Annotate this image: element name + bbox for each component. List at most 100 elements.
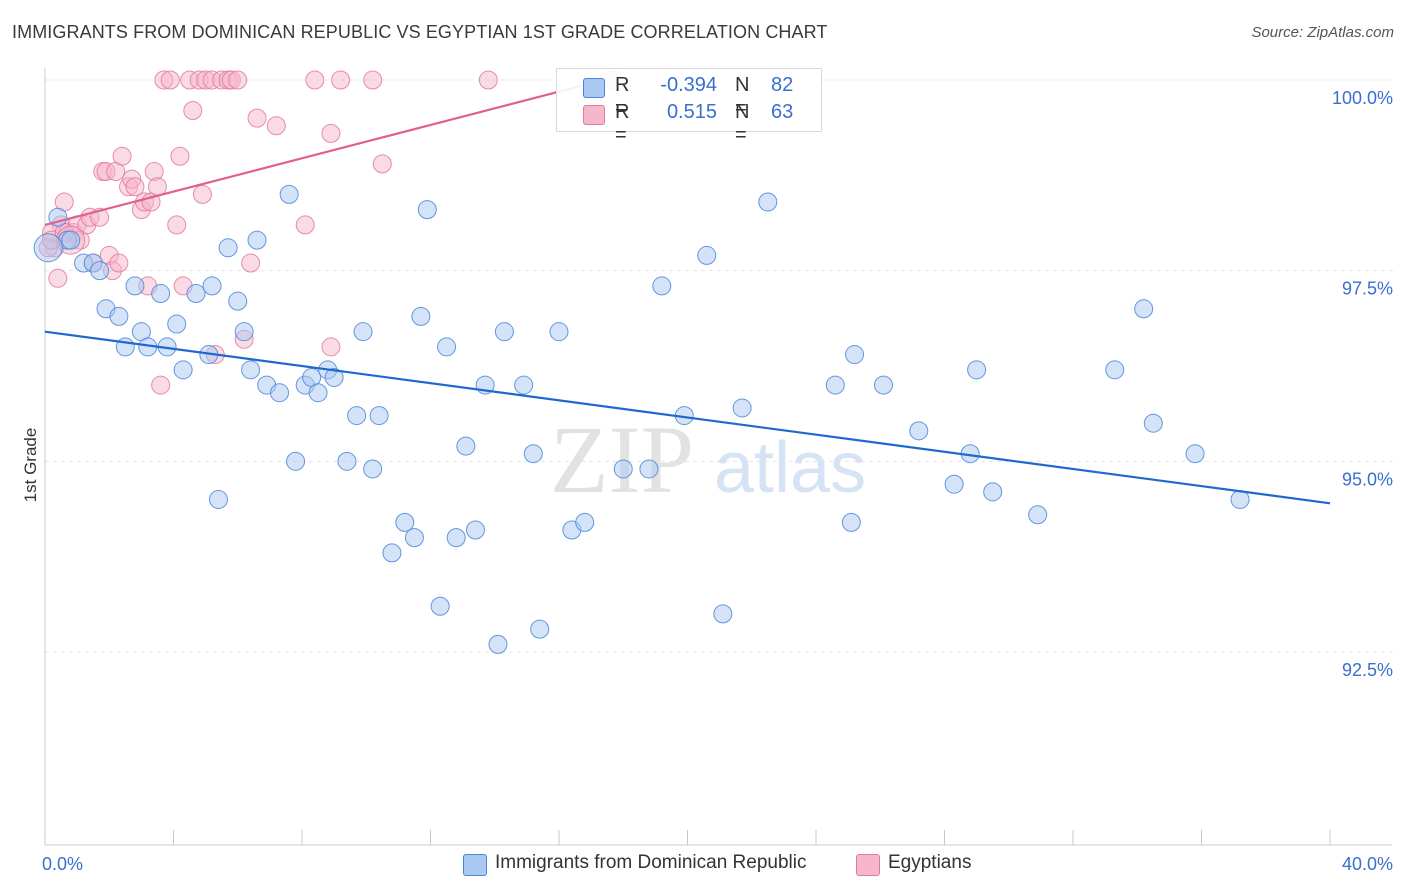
egyptians-trend-line <box>44 78 605 226</box>
dominican-point <box>241 360 261 380</box>
dominican-point <box>1185 444 1205 464</box>
dominican-point <box>208 489 228 509</box>
dominican-point <box>758 192 778 212</box>
dominican-point <box>395 512 415 532</box>
legend-label-dominican: Immigrants from Dominican Republic <box>495 852 807 873</box>
dominican-point <box>61 230 81 250</box>
dominican-point <box>465 520 485 540</box>
dominican-point <box>697 245 717 265</box>
source-credit: Source: ZipAtlas.com <box>1251 24 1394 41</box>
dominican-point <box>90 261 110 281</box>
dominican-point <box>944 474 964 494</box>
series-legend: Immigrants from Dominican Republic Egypt… <box>0 852 1406 878</box>
egyptians-point <box>241 253 261 273</box>
egyptians-point <box>363 70 383 90</box>
dominican-point <box>363 459 383 479</box>
dominican-point <box>549 322 569 342</box>
egyptians-point <box>125 177 145 197</box>
dominican-point <box>286 451 306 471</box>
dominican-point <box>575 512 595 532</box>
legend-r-label: R = <box>615 101 630 146</box>
dominican-point <box>337 451 357 471</box>
egyptians-point <box>160 70 180 90</box>
dominican-point <box>202 276 222 296</box>
dominican-point <box>514 375 534 395</box>
dominican-point <box>125 276 145 296</box>
dominican-point <box>967 360 987 380</box>
dominican-point <box>247 230 267 250</box>
legend-r-value-pink: 0.515 <box>666 101 717 123</box>
dominican-point <box>347 406 367 426</box>
egyptians-point <box>321 337 341 357</box>
dominican-point <box>1028 505 1048 525</box>
dominican-point <box>983 482 1003 502</box>
egyptians-point <box>192 184 212 204</box>
dominican-point <box>1134 299 1154 319</box>
watermark: ZIP atlas <box>550 406 866 513</box>
egyptians-point <box>167 215 187 235</box>
egyptians-point <box>478 70 498 90</box>
dominican-point <box>411 306 431 326</box>
dominican-point <box>430 596 450 616</box>
dominican-point <box>234 322 254 342</box>
egyptians-point <box>305 70 325 90</box>
dominican-point <box>270 383 290 403</box>
dominican-point <box>873 375 893 395</box>
watermark-atlas: atlas <box>714 428 866 508</box>
dominican-point <box>825 375 845 395</box>
legend-r-label: R = <box>615 74 630 119</box>
egyptians-point <box>170 146 190 166</box>
dominican-point <box>186 284 206 304</box>
dominican-points <box>33 184 1250 654</box>
dominican-point <box>909 421 929 441</box>
dominican-point <box>1143 413 1163 433</box>
egyptians-point <box>372 154 392 174</box>
legend-n-value-blue: 82 <box>771 74 794 96</box>
dominican-point <box>308 383 328 403</box>
dominican-point <box>613 459 633 479</box>
tick-labels: 92.5% 95.0% 97.5% 100.0% 0.0% 40.0% <box>42 88 1393 874</box>
dominican-point <box>456 436 476 456</box>
legend-swatch-dominican <box>463 854 487 876</box>
y-axis-label: 1st Grade <box>21 428 40 503</box>
dominican-point <box>845 345 865 365</box>
chart-title: IMMIGRANTS FROM DOMINICAN REPUBLIC VS EG… <box>12 22 828 42</box>
axes <box>44 68 1392 846</box>
y-tick-label-0: 92.5% <box>1342 660 1393 680</box>
dominican-point <box>228 291 248 311</box>
watermark-zip: ZIP <box>550 406 694 513</box>
legend-swatch-pink <box>583 105 605 125</box>
dominican-point <box>218 238 238 258</box>
dominican-point <box>417 200 437 220</box>
legend-n-value-pink: 63 <box>771 101 794 123</box>
y-tick-label-1: 95.0% <box>1342 469 1393 489</box>
x-tick-label-min: 0.0% <box>42 854 83 874</box>
dominican-point <box>841 512 861 532</box>
dominican-point <box>279 184 299 204</box>
dominican-trend-line <box>44 330 1331 505</box>
egyptians-point <box>331 70 351 90</box>
egyptians-point <box>112 146 132 166</box>
egyptians-point <box>321 123 341 143</box>
dominican-point <box>167 314 187 334</box>
egyptians-point <box>266 116 286 136</box>
egyptians-point <box>48 268 68 288</box>
dominican-point <box>324 367 344 387</box>
dominican-point <box>652 276 672 296</box>
trend-lines <box>44 78 1331 505</box>
dominican-point <box>488 634 508 654</box>
stats-legend: R = -0.394 N = 82 R = 0.515 N = 63 <box>556 68 822 146</box>
egyptians-point <box>183 101 203 121</box>
legend-swatch-blue <box>583 78 605 98</box>
x-tick-label-max: 40.0% <box>1342 854 1393 874</box>
dominican-point <box>109 306 129 326</box>
dominican-point <box>1105 360 1125 380</box>
legend-n-label: N = <box>735 74 750 119</box>
dominican-point <box>151 284 171 304</box>
egyptians-point <box>228 70 248 90</box>
dominican-point <box>530 619 550 639</box>
dominican-point <box>437 337 457 357</box>
dominican-point <box>713 604 733 624</box>
dominican-point <box>404 528 424 548</box>
